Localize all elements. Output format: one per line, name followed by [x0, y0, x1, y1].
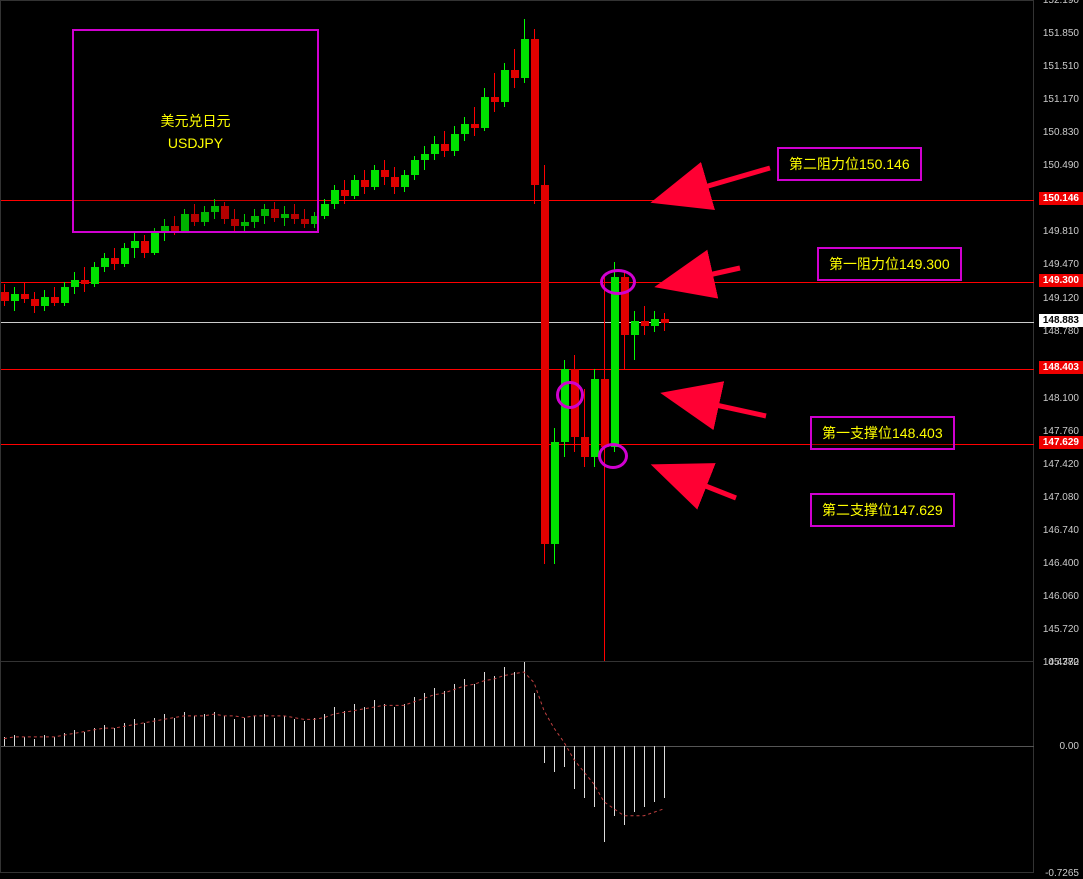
y-tick-label: 147.420 — [1043, 459, 1079, 470]
y-axis: 152.190 151.850 151.510 151.170 150.830 150.4… — [1034, 0, 1083, 875]
chart-container: 152.190 151.850 151.510 151.170 150.830 150.4… — [0, 0, 1083, 875]
y-tick-label: 149.470 — [1043, 259, 1079, 270]
annotation-label: 第一支撑位148.403 — [810, 416, 955, 450]
y-tick-label: 150.830 — [1043, 127, 1079, 138]
highlight-circle — [600, 269, 636, 295]
macd-indicator-chart[interactable] — [0, 662, 1034, 873]
y-tick-label: 151.170 — [1043, 94, 1079, 105]
y-tick-label: 148.780 — [1043, 326, 1079, 337]
y-tick-label: 148.100 — [1043, 393, 1079, 404]
pair-title-box: 美元兑日元 USDJPY — [72, 29, 319, 233]
y-tick-label: 149.810 — [1043, 226, 1079, 237]
price-level-line — [1, 369, 1035, 370]
y-tick-label: 149.120 — [1043, 293, 1079, 304]
indicator-y-label: -0.7265 — [1045, 868, 1079, 879]
y-tick-label: 147.760 — [1043, 426, 1079, 437]
y-tick-label: 146.740 — [1043, 525, 1079, 536]
arrow-icon — [652, 256, 752, 297]
pair-title-en: USDJPY — [168, 135, 223, 151]
arrow-icon — [648, 156, 782, 212]
pair-title-cn: 美元兑日元 — [161, 111, 231, 131]
annotation-label: 第二支撑位147.629 — [810, 493, 955, 527]
price-level-line — [1, 282, 1035, 283]
y-tick-label: 146.060 — [1043, 591, 1079, 602]
y-tick-label: 150.490 — [1043, 160, 1079, 171]
arrow-icon — [648, 456, 748, 510]
highlight-circle — [556, 381, 584, 409]
signal-line — [1, 662, 1035, 873]
price-marker: 148.883 — [1039, 314, 1083, 327]
y-tick-label: 152.190 — [1043, 0, 1079, 6]
price-marker: 150.146 — [1039, 192, 1083, 205]
y-tick-label: 147.080 — [1043, 492, 1079, 503]
annotation-label: 第一阻力位149.300 — [817, 247, 962, 281]
price-marker: 149.300 — [1039, 274, 1083, 287]
y-tick-label: 146.400 — [1043, 558, 1079, 569]
price-marker: 147.629 — [1039, 436, 1083, 449]
y-tick-label: 151.850 — [1043, 28, 1079, 39]
y-tick-label: 151.510 — [1043, 61, 1079, 72]
highlight-circle — [598, 443, 628, 469]
arrow-icon — [658, 383, 778, 428]
y-tick-label: 145.720 — [1043, 624, 1079, 635]
indicator-y-label: 0.4772 — [1048, 657, 1079, 668]
price-level-line — [1, 322, 1035, 323]
price-marker: 148.403 — [1039, 361, 1083, 374]
indicator-y-label: 0.00 — [1060, 741, 1079, 752]
annotation-label: 第二阻力位150.146 — [777, 147, 922, 181]
